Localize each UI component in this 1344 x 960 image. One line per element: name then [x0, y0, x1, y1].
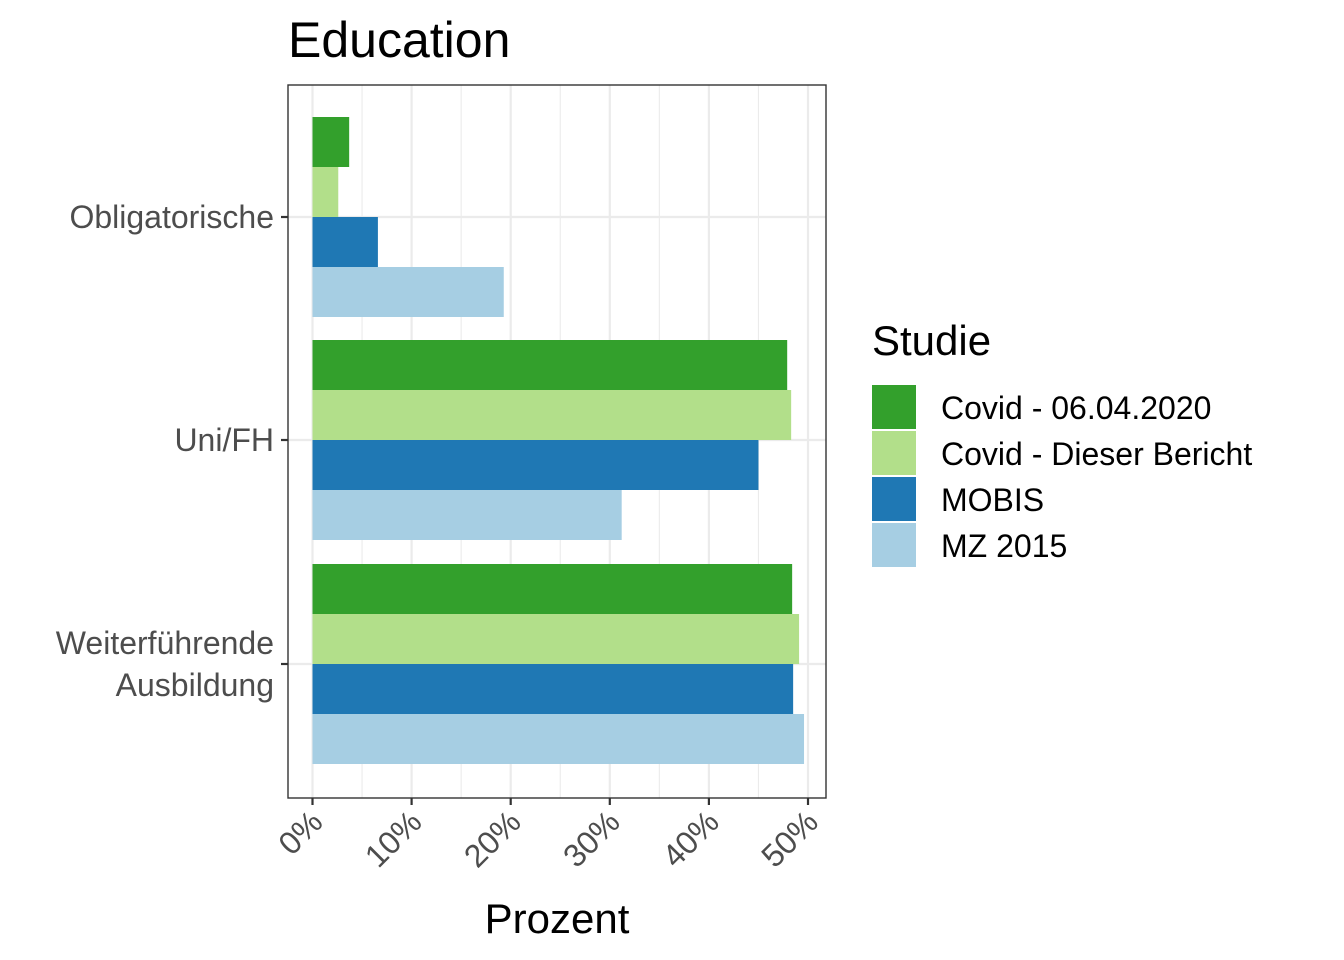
legend-key	[872, 431, 916, 475]
bar	[312, 167, 339, 217]
legend-title: Studie	[872, 317, 991, 364]
category-label: Weiterführende	[56, 625, 274, 661]
x-tick-label: 30%	[556, 803, 627, 874]
bar	[312, 664, 794, 714]
bar	[312, 267, 504, 317]
legend-label: Covid - Dieser Bericht	[941, 436, 1252, 472]
x-tick-label: 20%	[457, 803, 528, 874]
x-tick-label: 40%	[655, 803, 726, 874]
bar	[312, 340, 788, 390]
chart-title: Education	[288, 12, 510, 68]
bar	[312, 490, 622, 540]
category-label: Obligatorische	[69, 199, 274, 235]
panel-border	[287, 84, 827, 799]
bar	[312, 217, 378, 267]
bar	[312, 117, 350, 167]
bar	[312, 440, 759, 490]
legend-key	[872, 385, 916, 429]
bar	[312, 614, 800, 664]
legend-key	[872, 477, 916, 521]
legend: Studie Covid - 06.04.2020 Covid - Dieser …	[872, 317, 1252, 567]
x-tick-label: 10%	[358, 803, 429, 874]
x-axis-title: Prozent	[485, 895, 630, 942]
y-axis: Obligatorische Uni/FH Weiterführende Ausbil…	[56, 199, 288, 703]
bar	[312, 564, 793, 614]
bars	[312, 117, 805, 764]
x-axis: 0% 10% 20% 30% 40% 50%	[271, 798, 825, 874]
category-label: Ausbildung	[116, 667, 274, 703]
x-tick-label: 50%	[754, 803, 825, 874]
legend-label: Covid - 06.04.2020	[941, 390, 1211, 426]
bar	[312, 714, 805, 764]
bar	[312, 390, 792, 440]
category-label: Uni/FH	[174, 422, 274, 458]
legend-key	[872, 523, 916, 567]
x-tick-label: 0%	[271, 803, 329, 861]
legend-label: MZ 2015	[941, 528, 1067, 564]
legend-label: MOBIS	[941, 482, 1044, 518]
